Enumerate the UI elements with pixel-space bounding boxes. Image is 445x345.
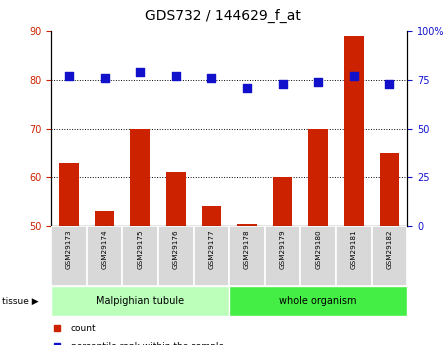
FancyBboxPatch shape — [194, 226, 229, 286]
FancyBboxPatch shape — [300, 226, 336, 286]
FancyBboxPatch shape — [51, 226, 87, 286]
Bar — [237, 224, 257, 226]
Bar — [202, 206, 221, 226]
Bar — [130, 128, 150, 226]
Text: GSM29176: GSM29176 — [173, 229, 179, 269]
Bar — [380, 153, 399, 226]
FancyBboxPatch shape — [372, 226, 407, 286]
Text: percentile rank within the sample: percentile rank within the sample — [71, 342, 224, 345]
Text: GSM29174: GSM29174 — [101, 229, 108, 269]
Text: Malpighian tubule: Malpighian tubule — [96, 296, 184, 306]
Text: GSM29175: GSM29175 — [137, 229, 143, 269]
Text: GSM29173: GSM29173 — [66, 229, 72, 269]
Bar — [344, 36, 364, 226]
Point — [172, 73, 179, 79]
Text: GDS732 / 144629_f_at: GDS732 / 144629_f_at — [145, 9, 300, 23]
Text: tissue ▶: tissue ▶ — [2, 296, 39, 306]
FancyBboxPatch shape — [229, 226, 265, 286]
Text: GSM29179: GSM29179 — [279, 229, 286, 269]
Point — [243, 85, 251, 90]
Text: GSM29177: GSM29177 — [208, 229, 214, 269]
Text: count: count — [71, 324, 97, 333]
Text: whole organism: whole organism — [279, 296, 357, 306]
Bar — [95, 211, 114, 226]
Point — [65, 73, 73, 79]
Point — [350, 73, 357, 79]
FancyBboxPatch shape — [265, 226, 300, 286]
Bar — [59, 162, 79, 226]
Bar — [273, 177, 292, 226]
Point — [101, 75, 108, 81]
Bar — [166, 172, 186, 226]
FancyBboxPatch shape — [229, 286, 407, 316]
Bar — [308, 128, 328, 226]
Text: GSM29178: GSM29178 — [244, 229, 250, 269]
Point — [386, 81, 393, 87]
Point — [208, 75, 215, 81]
FancyBboxPatch shape — [158, 226, 194, 286]
Text: GSM29182: GSM29182 — [386, 229, 392, 269]
Point — [279, 81, 286, 87]
Text: GSM29181: GSM29181 — [351, 229, 357, 269]
FancyBboxPatch shape — [122, 226, 158, 286]
Point — [137, 69, 144, 75]
FancyBboxPatch shape — [87, 226, 122, 286]
Text: GSM29180: GSM29180 — [315, 229, 321, 269]
FancyBboxPatch shape — [51, 286, 229, 316]
FancyBboxPatch shape — [336, 226, 372, 286]
Point — [315, 79, 322, 85]
